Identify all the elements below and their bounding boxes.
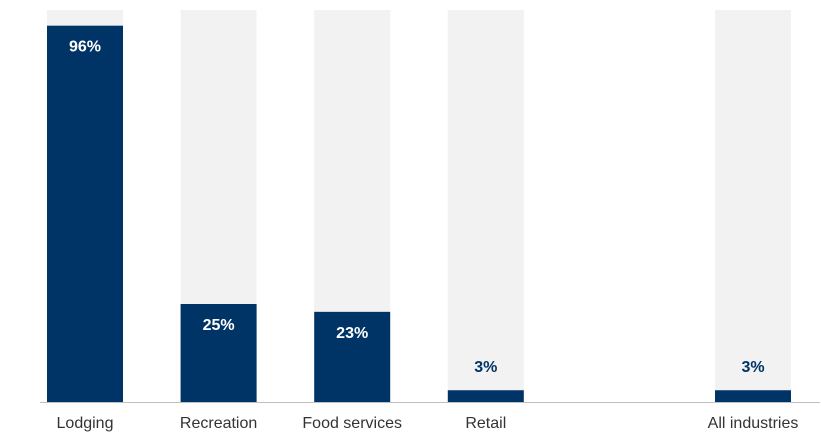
data-label-0: 96% (69, 39, 101, 56)
category-label-3: Retail (465, 415, 506, 432)
bar-2 (314, 311, 391, 402)
bar-1 (180, 304, 257, 402)
data-label-2: 23% (336, 325, 368, 342)
bar-5 (715, 390, 791, 402)
value-label-layer: 96% 25% 23% 3% 3% (69, 39, 765, 377)
data-label-5: 3% (741, 359, 764, 376)
category-label-2: Food services (302, 415, 402, 432)
bar-3 (447, 390, 524, 402)
category-label-layer: Lodging Recreation Food services Retail All … (57, 415, 799, 432)
data-label-1: 25% (203, 317, 235, 334)
bar-track-3 (447, 10, 524, 402)
category-label-0: Lodging (57, 415, 114, 432)
bar-0 (47, 25, 123, 403)
track-layer (47, 10, 791, 402)
category-label-1: Recreation (180, 415, 257, 432)
data-label-3: 3% (474, 359, 497, 376)
bar-layer (47, 25, 791, 403)
category-label-5: All industries (708, 415, 799, 432)
bar-track-5 (715, 10, 791, 402)
